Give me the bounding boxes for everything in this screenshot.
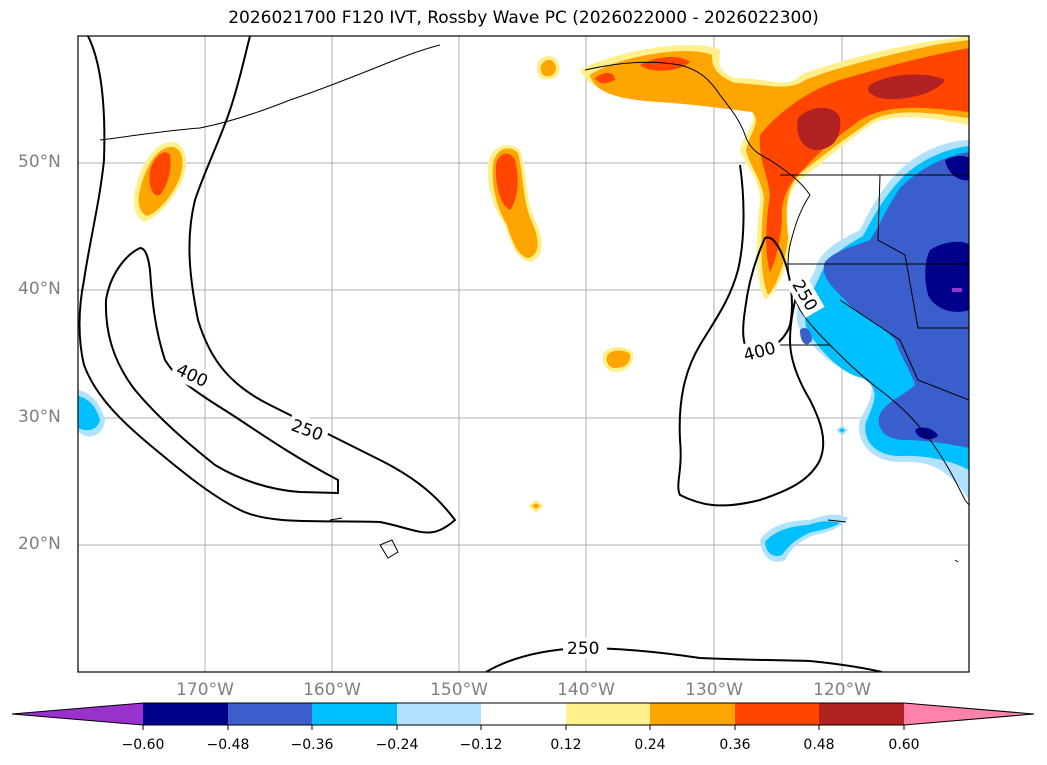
colorbar-tick-2: −0.48: [206, 737, 250, 753]
colorbar-tick-6: 0.12: [550, 737, 582, 753]
colorbar-tick-10: 0.60: [888, 737, 920, 753]
colorbar-extend-low: [12, 703, 143, 725]
colorbar-tick-3: −0.36: [290, 737, 334, 753]
contour-west-outer: [78, 36, 457, 534]
positive-anomaly-ne-pacific: [580, 36, 969, 300]
negative-anomaly-small: [78, 390, 848, 562]
lat-label-20n: 20°N: [18, 534, 61, 554]
colorbar-bin-6: [566, 703, 650, 725]
colorbar-extend-high: [904, 703, 1034, 725]
lon-label-140w: 140°W: [557, 680, 615, 700]
colorbar-tick-9: 0.48: [803, 737, 835, 753]
colorbar-bin-1: [143, 703, 228, 725]
contour-label-250-south: 250: [567, 639, 599, 659]
lat-label-40n: 40°N: [18, 279, 61, 299]
colorbar-bin-2: [228, 703, 312, 725]
lat-label-30n: 30°N: [18, 407, 61, 427]
contour-east-outer: [677, 164, 825, 507]
colorbar-bin-3: [312, 703, 397, 725]
contour-west-inner: [104, 246, 339, 495]
positive-anomaly-central: [487, 145, 542, 262]
lat-label-50n: 50°N: [18, 152, 61, 172]
colorbar-bin-7: [650, 703, 735, 725]
positive-anomaly-gulf-of-alaska: [536, 56, 560, 80]
colorbar-tick-7: 0.24: [634, 737, 666, 753]
lon-label-120w: 120°W: [813, 680, 871, 700]
contour-south: [485, 646, 883, 672]
colorbar-tick-8: 0.36: [719, 737, 751, 753]
map-plot: 400 250 250 400 250: [77, 35, 970, 673]
lon-label-160w: 160°W: [303, 680, 361, 700]
colorbar-tick-1: −0.60: [121, 737, 165, 753]
colorbar-bin-4: [397, 703, 481, 725]
colorbar-tick-4: −0.24: [375, 737, 419, 753]
colorbar-bin-5: [481, 703, 566, 725]
coastlines: [99, 44, 969, 563]
map-title: 2026021700 F120 IVT, Rossby Wave PC (202…: [228, 8, 819, 28]
negative-anomaly-western-us: [796, 140, 969, 500]
positive-anomaly-west: [133, 141, 187, 222]
lon-label-130w: 130°W: [685, 680, 743, 700]
lon-label-150w: 150°W: [430, 680, 488, 700]
colorbar-bin-9: [819, 703, 904, 725]
positive-anomaly-small: [528, 347, 634, 513]
colorbar-bin-8: [735, 703, 819, 725]
colorbar-tick-5: −0.12: [459, 737, 503, 753]
lon-label-170w: 170°W: [176, 680, 234, 700]
